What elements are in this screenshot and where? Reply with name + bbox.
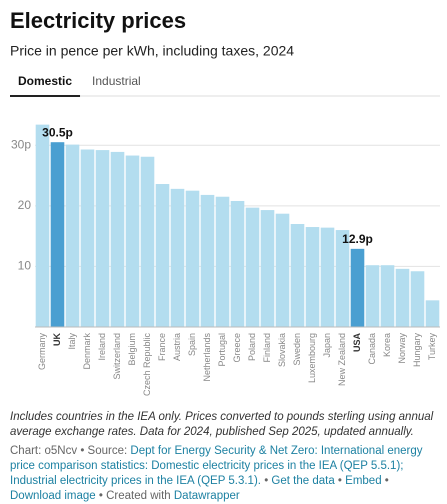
credit-link[interactable]: Datawrapper xyxy=(173,490,240,502)
bar xyxy=(260,210,275,327)
x-tick-label: Slovakia xyxy=(277,333,287,367)
download-link[interactable]: Download image xyxy=(10,490,96,502)
y-tick-label: 10 xyxy=(18,259,32,273)
plot: 10 20 30p Germany UK 30.5p Italy Denmark Ireland… xyxy=(11,124,440,397)
tab[interactable]: Domestic xyxy=(18,74,72,88)
source-label: Source: xyxy=(87,445,128,457)
embed-link[interactable]: Embed xyxy=(345,475,382,487)
x-tick-label: Norway xyxy=(397,333,407,364)
bar xyxy=(275,213,290,327)
separator: • xyxy=(98,490,103,502)
bar xyxy=(410,271,425,327)
bar xyxy=(350,248,365,327)
separator: • xyxy=(80,445,85,457)
chart-id: Chart: o5Ncv xyxy=(10,445,78,457)
bar xyxy=(425,300,440,327)
bar xyxy=(50,142,65,327)
bar xyxy=(380,265,395,327)
x-tick-label: Korea xyxy=(382,333,392,357)
bar xyxy=(320,227,335,327)
separator: • xyxy=(337,475,342,487)
x-tick-label: Denmark xyxy=(82,333,92,370)
x-tick-label: Japan xyxy=(322,333,332,358)
bar xyxy=(140,156,155,327)
bar xyxy=(215,196,230,327)
x-tick-label: Belgium xyxy=(127,333,137,366)
bar xyxy=(65,144,80,327)
x-tick-label: Austria xyxy=(172,333,182,361)
tab[interactable]: Industrial xyxy=(92,74,141,88)
x-tick-label: Sweden xyxy=(292,333,302,366)
get-data-link[interactable]: Get the data xyxy=(271,475,335,487)
separator: • xyxy=(264,475,269,487)
x-tick-label: Greece xyxy=(232,333,242,363)
bar xyxy=(155,184,170,327)
x-tick-label: Netherlands xyxy=(202,333,212,382)
bar xyxy=(290,224,305,327)
x-tick-label: Luxembourg xyxy=(307,333,317,383)
x-tick-label: France xyxy=(157,333,167,361)
footer-note: Includes countries in the IEA only. Pric… xyxy=(10,411,434,438)
bar xyxy=(95,150,110,327)
bar xyxy=(395,268,410,327)
created-with: Created with xyxy=(106,490,171,502)
value-label: 12.9p xyxy=(342,232,373,246)
chart-subtitle: Price in pence per kWh, including taxes,… xyxy=(10,43,294,59)
bar xyxy=(80,149,95,327)
x-tick-label: Czech Republic xyxy=(142,333,152,397)
bar xyxy=(125,155,140,327)
x-tick-label: UK xyxy=(52,333,62,346)
separator: • xyxy=(384,475,389,487)
x-tick-label: New Zealand xyxy=(337,333,347,386)
footer: Includes countries in the IEA only. Pric… xyxy=(10,410,440,504)
x-tick-label: Ireland xyxy=(97,333,107,361)
x-tick-label: Finland xyxy=(262,333,272,363)
bar xyxy=(200,194,215,327)
x-tick-label: Hungary xyxy=(412,333,422,368)
footer-source: Chart: o5Ncv • Source: Dept for Energy S… xyxy=(10,444,440,504)
x-tick-label: USA xyxy=(352,333,362,353)
bar xyxy=(335,230,350,327)
chart-title: Electricity prices xyxy=(10,8,186,33)
x-tick-label: Canada xyxy=(367,333,377,365)
tabs: Domestic Industrial xyxy=(10,74,141,97)
bar xyxy=(230,200,245,327)
x-tick-label: Germany xyxy=(37,333,47,371)
source-link[interactable]: Dept for Energy Security & Net Zero: Int… xyxy=(10,445,423,487)
bar xyxy=(35,124,50,328)
x-tick-label: Poland xyxy=(247,333,257,361)
x-tick-label: Portugal xyxy=(217,333,227,367)
bar xyxy=(305,227,320,327)
x-tick-label: Turkey xyxy=(427,333,437,361)
y-tick-label: 30p xyxy=(11,137,31,151)
x-tick-label: Spain xyxy=(187,333,197,356)
bar xyxy=(185,190,200,327)
x-tick-label: Italy xyxy=(67,333,77,350)
bar xyxy=(170,188,185,327)
y-tick-label: 20 xyxy=(18,198,32,212)
x-tick-label: Switzerland xyxy=(112,333,122,380)
value-label: 30.5p xyxy=(42,125,73,139)
chart: Electricity prices Price in pence per kW… xyxy=(10,8,440,397)
bar xyxy=(110,151,125,327)
bar xyxy=(245,207,260,327)
bar xyxy=(365,265,380,327)
